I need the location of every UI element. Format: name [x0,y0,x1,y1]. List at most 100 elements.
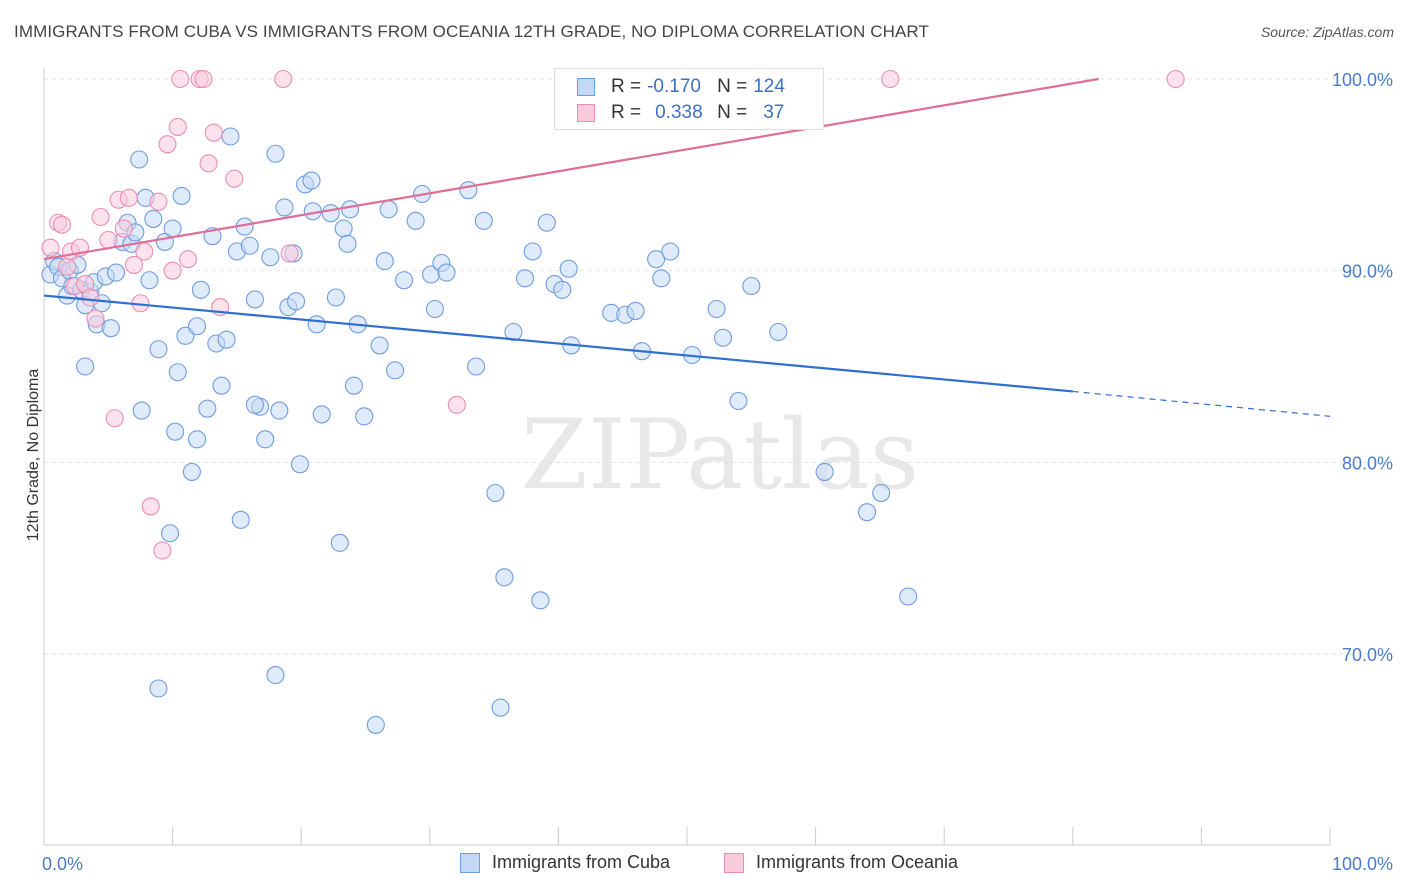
data-point [106,263,126,282]
data-point [124,255,144,274]
legend-swatch-oceania [577,104,595,122]
data-point [176,326,195,345]
data-point [899,587,918,606]
data-point [713,328,733,347]
data-point [163,219,182,238]
watermark: ZIPatlas [521,399,919,511]
bottom-legend-swatch-cuba [460,852,480,873]
data-point [99,230,118,250]
data-point [537,213,556,232]
trend-line-extension [1072,390,1331,417]
data-point [76,357,95,376]
y-tick-label: 80.0% [1342,453,1393,473]
bottom-legend-oceania[interactable]: Immigrants from Oceania [724,852,958,873]
data-point [198,399,217,418]
data-point [212,376,231,395]
data-point [857,503,877,522]
legend-r-label: R = [611,76,642,97]
data-point [437,263,456,282]
data-point [504,322,523,342]
data-points [41,69,1185,734]
legend-box: R = -0.170 N = 124 R = 0.338 N = 37 [554,68,824,130]
data-point [187,317,207,336]
data-point [379,200,398,219]
data-point [191,280,210,299]
data-point [375,252,394,271]
data-point [86,309,105,328]
data-point [178,250,198,269]
data-point [707,299,726,319]
data-point [194,69,213,89]
data-point [338,234,357,253]
data-point [626,301,645,320]
y-tick-label: 90.0% [1342,262,1393,282]
legend-n-value: 37 [763,102,785,123]
data-point [105,409,124,428]
data-point [531,591,550,610]
bottom-legend-label-cuba: Immigrants from Cuba [492,852,671,872]
data-point [149,679,168,698]
axes [43,68,1331,846]
data-point [447,395,466,414]
legend-r-value: 0.338 [655,102,703,123]
data-point [395,271,414,290]
data-point [52,215,72,234]
data-point [119,188,138,207]
legend-row-cuba: R = -0.170 N = 124 [577,75,793,99]
gridlines [44,78,1392,655]
data-point [101,319,120,338]
data-point [132,401,151,420]
data-point [872,483,891,503]
data-point [742,276,761,296]
data-point [168,363,187,382]
data-point [523,242,542,261]
data-point [91,207,110,227]
data-point [1166,69,1185,89]
data-point [553,280,572,299]
data-point [245,290,264,309]
data-point [81,288,100,307]
data-point [182,462,201,481]
data-point [141,497,160,516]
chart-source: Source: ZipAtlas.com [1260,24,1394,40]
data-point [647,250,666,269]
data-point [515,269,535,288]
data-point [366,715,385,734]
data-point [158,135,177,154]
data-point [290,455,309,474]
data-point [256,430,275,449]
series-oceania [41,69,1185,560]
data-point [172,186,191,205]
data-point [168,117,187,136]
x-tick-label: 100.0% [1332,854,1393,874]
data-point [474,211,493,230]
bottom-legend-cuba[interactable]: Immigrants from Cuba [460,852,670,873]
data-point [729,391,748,411]
legend-row-oceania: R = 0.338 N = 37 [577,101,793,125]
legend-swatch-cuba [577,78,595,96]
data-point [135,242,154,261]
trend-line [43,77,1099,261]
data-point [280,244,299,263]
data-point [266,666,285,685]
data-point [495,568,514,587]
data-point [307,315,326,334]
data-point [815,462,834,481]
tick-labels: 70.0% 80.0% 90.0% 100.0% 0.0% 100.0% [42,70,1393,874]
data-point [149,192,168,211]
data-point [270,401,289,420]
legend-n-label: N = [717,102,748,123]
bottom-legend-label-oceania: Immigrants from Oceania [756,852,959,872]
y-tick-label: 70.0% [1342,645,1393,665]
data-point [245,395,264,414]
data-point [425,299,444,319]
data-point [334,219,353,238]
data-point [274,69,293,89]
y-tick-label: 100.0% [1332,70,1393,90]
data-point [114,219,133,238]
data-point [344,376,363,395]
legend-r-label: R = [611,102,642,123]
legend-n-value: 124 [753,76,785,97]
data-point [275,198,294,217]
y-axis-label: 12th Grade, No Diploma [25,369,42,542]
